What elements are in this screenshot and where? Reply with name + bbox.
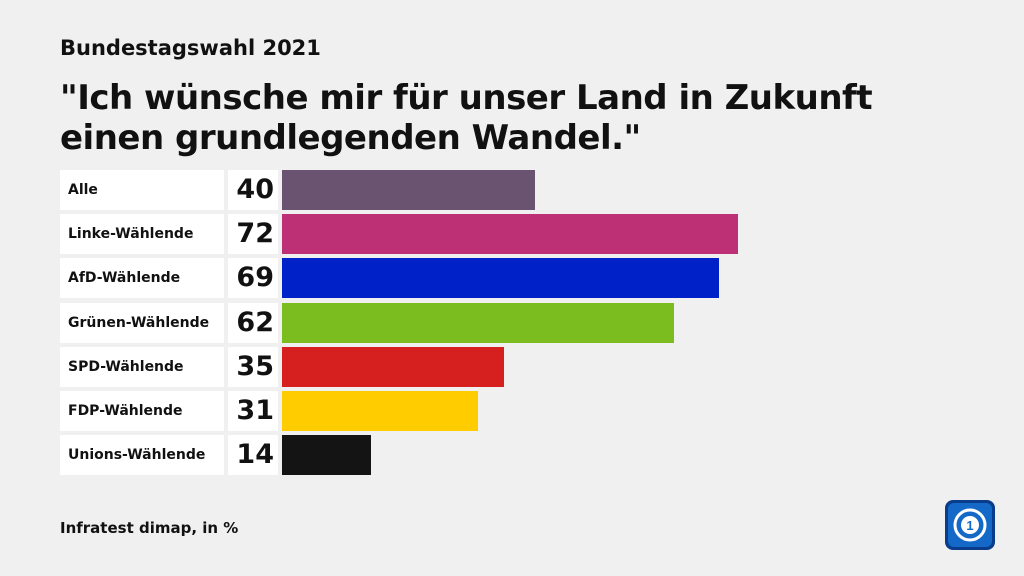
category-label: AfD-Wählende: [60, 258, 224, 299]
value-label: 62: [228, 302, 278, 343]
chart-subtitle: Bundestagswahl 2021: [60, 36, 321, 60]
category-label: FDP-Wählende: [60, 391, 224, 431]
bar: [282, 214, 738, 255]
bar: [282, 258, 719, 299]
source: Infratest dimap, in %: [60, 519, 239, 537]
category-label: Linke-Wählende: [60, 214, 224, 255]
value-label: 72: [228, 214, 278, 255]
value-label: 14: [228, 435, 278, 476]
bar: [282, 302, 675, 343]
bar: [282, 346, 504, 387]
chart-title: "Ich wünsche mir für unser Land in Zukun…: [60, 78, 873, 158]
category-label: Unions-Wählende: [60, 435, 224, 476]
bar: [282, 435, 371, 476]
category-label: Alle: [60, 170, 224, 210]
value-label: 69: [228, 258, 278, 299]
bar: [282, 170, 536, 210]
category-label: Grünen-Wählende: [60, 302, 224, 343]
value-label: 40: [228, 170, 278, 210]
svg-text:1: 1: [966, 518, 973, 533]
value-label: 31: [228, 391, 278, 431]
value-label: 35: [228, 346, 278, 387]
category-label: SPD-Wählende: [60, 346, 224, 387]
logo: 1: [945, 500, 995, 550]
bar: [282, 391, 479, 431]
